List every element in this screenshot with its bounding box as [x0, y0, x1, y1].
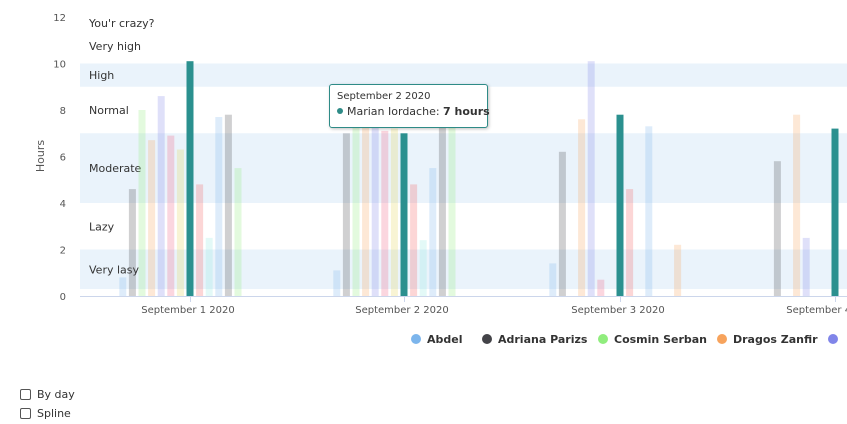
- bar-abdel[interactable]: [119, 277, 127, 296]
- band-layer: Very lasy Lazy Moderate Normal High Very high…: [80, 17, 847, 290]
- bar-series-12[interactable]: [234, 168, 242, 296]
- legend-marker-icon: [482, 334, 492, 344]
- legend[interactable]: Abdel Adriana Parizs Cosmin Serban Dragos Z…: [411, 333, 838, 346]
- bar-marian-iordache[interactable]: [400, 133, 408, 297]
- bar-cosmin-serban[interactable]: [138, 110, 146, 296]
- hours-chart: Very lasy Lazy Moderate Normal High Very high…: [34, 13, 847, 346]
- band-label: Moderate: [89, 162, 142, 175]
- bar-series-4[interactable]: [587, 61, 595, 297]
- y-axis-title: Hours: [34, 140, 47, 172]
- bar-series-6[interactable]: [176, 149, 184, 297]
- bar-marian-iordache[interactable]: [186, 61, 194, 297]
- band-high: [80, 63, 847, 87]
- x-tick-label: September 2 2020: [355, 305, 448, 316]
- y-tick-label: 8: [60, 106, 66, 117]
- bar-series-9[interactable]: [205, 237, 213, 296]
- bar-adriana-parizs[interactable]: [128, 189, 136, 296]
- legend-item-4[interactable]: [828, 334, 838, 344]
- legend-item-cosmin-serban[interactable]: Cosmin Serban: [598, 333, 707, 346]
- legend-marker-icon: [598, 334, 608, 344]
- bar-series-11[interactable]: [438, 123, 446, 297]
- band-label: Normal: [89, 104, 129, 117]
- bar-abdel[interactable]: [333, 270, 341, 296]
- chart-controls: By day Spline: [20, 386, 75, 424]
- by-day-checkbox[interactable]: By day: [20, 386, 75, 403]
- legend-label: Dragos Zanfir: [733, 333, 818, 346]
- bar-dragos-zanfir[interactable]: [793, 114, 801, 296]
- bar-series-5[interactable]: [167, 135, 175, 296]
- bar-series-8[interactable]: [626, 189, 634, 296]
- bar-series-10[interactable]: [645, 126, 653, 296]
- tooltip-date: September 2 2020: [337, 91, 431, 102]
- legend-marker-icon: [411, 334, 421, 344]
- y-tick-label: 4: [60, 199, 66, 210]
- y-tick-label: 10: [53, 60, 66, 71]
- legend-item-adriana-parizs[interactable]: Adriana Parizs: [482, 333, 588, 346]
- bar-series-5[interactable]: [381, 130, 389, 296]
- chart-tooltip: September 2 2020 Marian Iordache: 7 hour…: [329, 84, 490, 128]
- bar-series-4[interactable]: [157, 96, 165, 296]
- bar-series-6[interactable]: [390, 128, 398, 296]
- spline-checkbox[interactable]: Spline: [20, 405, 75, 422]
- checkbox-icon[interactable]: [20, 389, 31, 400]
- bar-series-12[interactable]: [448, 121, 456, 296]
- bar-abdel[interactable]: [549, 263, 557, 296]
- legend-label: Abdel: [427, 333, 463, 346]
- bar-series-4[interactable]: [802, 237, 810, 296]
- bar-adriana-parizs[interactable]: [558, 151, 566, 296]
- axis-layer: 0 2 4 6 8 10 12 September 1 2020 September 2 202…: [34, 13, 847, 316]
- bar-dragos-zanfir[interactable]: [362, 112, 370, 296]
- y-tick-label: 6: [60, 153, 66, 164]
- legend-item-dragos-zanfir[interactable]: Dragos Zanfir: [717, 333, 818, 346]
- band-label: High: [89, 69, 114, 82]
- bar-series-9[interactable]: [419, 240, 427, 296]
- spline-label: Spline: [37, 407, 71, 420]
- bar-series-8[interactable]: [196, 184, 204, 296]
- band-label: Very high: [89, 40, 141, 53]
- y-tick-label: 0: [60, 292, 66, 303]
- tooltip-value: 7 hours: [443, 105, 490, 118]
- legend-label: Cosmin Serban: [614, 333, 707, 346]
- bar-series-8[interactable]: [410, 184, 418, 296]
- bar-series-5[interactable]: [597, 279, 605, 296]
- bars-layer: [119, 61, 839, 297]
- legend-marker-icon: [717, 334, 727, 344]
- bar-adriana-parizs[interactable]: [773, 161, 781, 296]
- band-very-lasy: [80, 249, 847, 290]
- legend-item-abdel[interactable]: Abdel: [411, 333, 463, 346]
- bar-series-10[interactable]: [429, 168, 437, 296]
- band-label: Very lasy: [89, 263, 139, 276]
- x-tick-label: September 4 2020: [786, 305, 847, 316]
- legend-marker-icon: [828, 334, 838, 344]
- y-tick-label: 2: [60, 246, 66, 257]
- bar-series-13[interactable]: [674, 244, 682, 296]
- x-tick-label: September 1 2020: [141, 305, 234, 316]
- bar-dragos-zanfir[interactable]: [148, 140, 156, 296]
- tooltip-row: Marian Iordache: 7 hours: [337, 104, 490, 120]
- bar-series-4[interactable]: [371, 123, 379, 297]
- bar-series-11[interactable]: [224, 114, 232, 296]
- tooltip-series-name: Marian Iordache:: [347, 105, 440, 118]
- band-moderate: [80, 133, 847, 203]
- bar-series-10[interactable]: [215, 117, 223, 296]
- y-tick-label: 12: [53, 13, 66, 24]
- bar-marian-iordache[interactable]: [616, 114, 624, 296]
- x-tick-label: September 3 2020: [571, 305, 664, 316]
- tooltip-series-dot: [337, 108, 343, 114]
- bar-marian-iordache[interactable]: [831, 128, 839, 296]
- checkbox-icon[interactable]: [20, 408, 31, 419]
- bar-adriana-parizs[interactable]: [342, 133, 350, 297]
- by-day-label: By day: [37, 388, 75, 401]
- legend-label: Adriana Parizs: [498, 333, 588, 346]
- band-label: You'r crazy?: [88, 17, 155, 30]
- bar-dragos-zanfir[interactable]: [578, 119, 586, 296]
- bar-cosmin-serban[interactable]: [352, 119, 360, 296]
- band-label: Lazy: [89, 220, 115, 233]
